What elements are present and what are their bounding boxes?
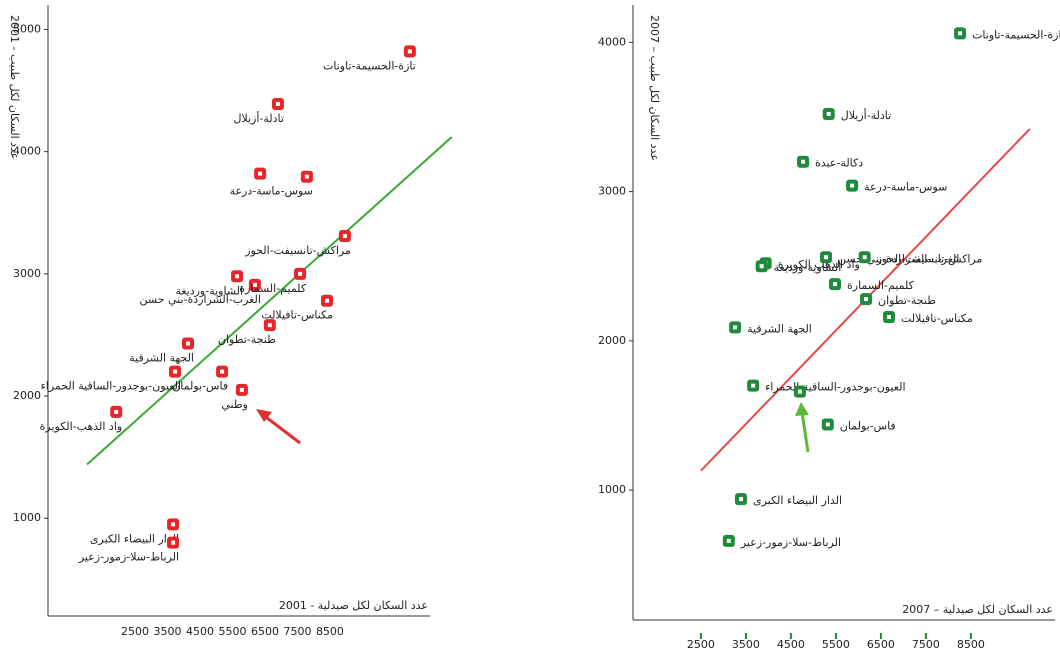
point-center [258,171,263,176]
point-label: العيون-بوجدور-الساقية الحمراء [41,380,181,393]
point-center [886,314,891,319]
point-label: الرباط-سلا-زمور-زعير [78,551,179,564]
arrow [795,402,810,453]
arrow-head [256,409,272,422]
y-axis-label: عدد السكان لكل طبيب – 2007 [648,15,661,161]
point-center [171,522,176,527]
point-center [325,298,330,303]
point-center [114,409,119,414]
y-tick-label: 4000 [598,35,626,48]
point-label: الدار البيضاء الكبرى [753,494,842,507]
point-center [171,540,176,545]
arrow [256,409,301,445]
point-label: العيون-بوجدور-الساقية الحمراء [765,381,905,394]
point-label: واد الذهب-الكويرة [40,420,123,433]
point-label: الشاوية-ورديغة [175,284,243,297]
x-tick-label: 7500 [283,625,311,638]
point-center [407,49,412,54]
point-label: فاس-بولمان [172,380,228,393]
point-center [825,422,830,427]
y-tick-label: 1000 [13,511,41,524]
point-label: واد الذهب الكويرة [778,258,860,271]
point-label: الشاوية-ورديغة [774,261,842,274]
arrow-shaft [261,412,301,445]
point-center [239,387,244,392]
point-label: تادلة-أزيلال [233,111,284,125]
point-label: تادلة-أزيلال [841,108,892,122]
point-center [726,538,731,543]
point-center [304,174,309,179]
point-center [958,31,963,36]
point-label: الدار البيضاء الكبرى [90,532,179,545]
x-tick-label: 5500 [822,638,850,651]
point-center [833,282,838,287]
point-center [862,255,867,260]
x-axis-label: عدد السكان لكل صيدلية – 2007 [902,603,1053,616]
point-label: الجهة الشرقية [129,351,194,364]
point-label: الرباط-سلا-زمور-زعير [740,536,841,549]
x-tick-label: 3500 [732,638,760,651]
x-tick-label: 8500 [316,625,344,638]
trend-line [86,136,453,466]
point-label: الغرب-الشراردة-بني حسن [139,293,260,306]
x-tick-label: 5500 [219,625,247,638]
point-label: تازة-الحسيمة-تاونات [972,28,1060,41]
x-tick-label: 6500 [867,638,895,651]
x-tick-label: 2500 [121,625,149,638]
point-label: تازة-الحسيمة-تاونات [323,59,416,72]
y-axis-label: عدد السكان لكل طبيب - 2001 [8,15,21,159]
point-center [850,183,855,188]
point-label: طنجة-تطوان [878,294,936,307]
point-center [173,369,178,374]
y-tick-label: 2000 [13,389,41,402]
point-center [801,159,806,164]
point-center [759,264,764,269]
x-tick-label: 4500 [777,638,805,651]
point-label: طنجة-تطوان [218,333,276,346]
x-axis-label: عدد السكان لكل صيدلية - 2001 [279,599,428,612]
point-center [864,297,869,302]
x-tick-label: 4500 [186,625,214,638]
point-label: مكناس-تافيلالت [261,309,333,322]
point-center [826,111,831,116]
point-center [797,389,802,394]
point-center [733,325,738,330]
point-center [275,101,280,106]
y-tick-label: 5000 [13,22,41,35]
point-label: مراكش-تانسيفت-الحوز [244,244,351,257]
point-label: سوس-ماسة-درعة [864,181,947,194]
point-center [738,497,743,502]
y-tick-label: 3000 [13,267,41,280]
point-center [342,233,347,238]
point-label: كلميم-السمارة [847,279,915,292]
arrow-head [795,402,809,416]
point-label: سوس-ماسة-درعة [230,185,313,198]
x-tick-label: 7500 [912,638,940,651]
point-label: دكالة-عبدة [815,157,863,170]
point-center [220,369,225,374]
point-center [186,341,191,346]
point-center [298,271,303,276]
point-center [267,323,272,328]
point-label: وطني [221,398,248,411]
y-tick-label: 3000 [598,185,626,198]
x-tick-label: 2500 [687,638,715,651]
y-tick-label: 1000 [598,483,626,496]
point-center [824,255,829,260]
x-tick-label: 6500 [251,625,279,638]
x-tick-label: 8500 [957,638,985,651]
point-center [235,274,240,279]
point-center [252,282,257,287]
point-label: الجهة الشرقية [747,322,812,335]
point-label: فاس-بولمان [840,419,896,432]
x-tick-label: 3500 [154,625,182,638]
point-label: مراكش-تانسيفت-الحوز [876,252,983,265]
point-center [751,383,756,388]
point-label: كلميم-السمارة [239,282,307,295]
y-tick-label: 4000 [13,145,41,158]
point-label: مكناس-تافيلالت [901,312,973,325]
arrow-shaft [800,411,810,453]
y-tick-label: 2000 [598,334,626,347]
